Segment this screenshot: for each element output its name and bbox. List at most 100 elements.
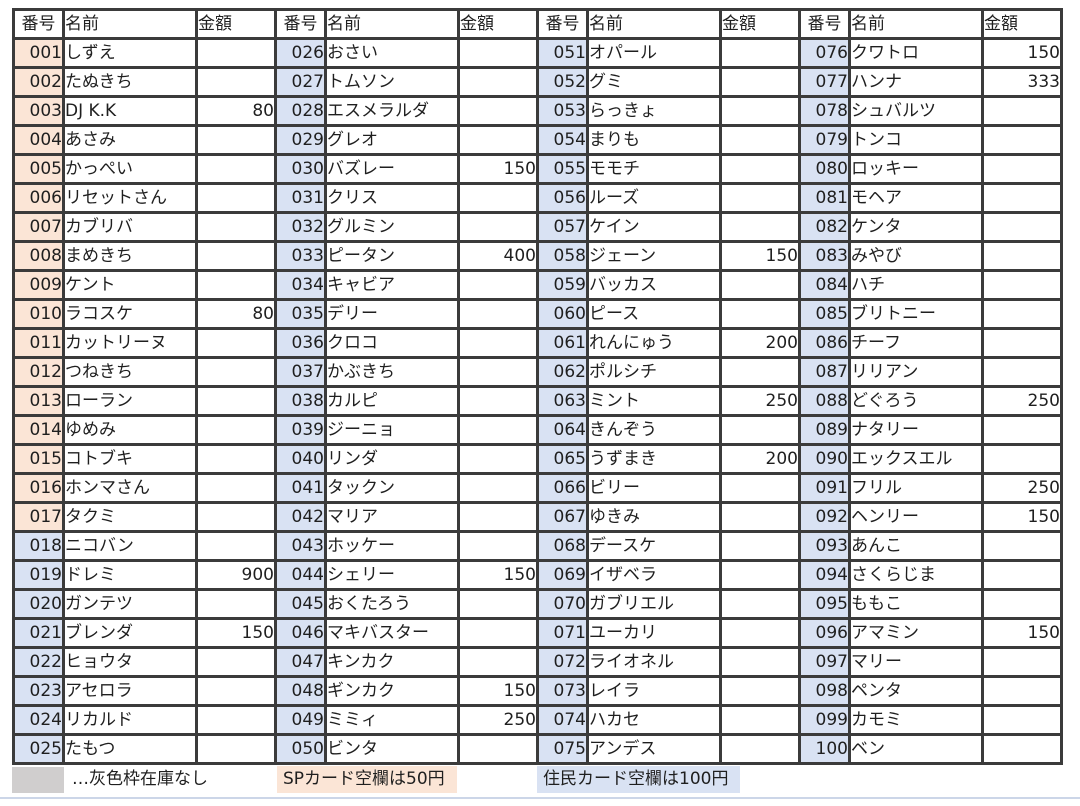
- price-cell: 150: [457, 559, 539, 591]
- name-cell: ユーカリ: [586, 617, 722, 649]
- table-row: 016 ホンマさん 041 タックン 066 ビリー 091 フリル 250: [12, 472, 1063, 504]
- name-cell: ホンマさん: [62, 472, 198, 504]
- price-cell: [457, 124, 539, 156]
- number-cell: 082: [798, 211, 851, 243]
- table-row: 013 ローラン 038 カルピ 063 ミント 250 088 どぐろう 250: [12, 385, 1063, 417]
- price-column-header: 金額: [719, 8, 801, 40]
- number-cell: 095: [798, 588, 851, 620]
- name-cell: らっきょ: [586, 95, 722, 127]
- price-column-header: 金額: [195, 8, 277, 40]
- number-cell: 016: [12, 472, 65, 504]
- price-cell: [719, 298, 801, 330]
- price-cell: [981, 530, 1063, 562]
- number-cell: 060: [536, 298, 589, 330]
- name-cell: ミミィ: [324, 704, 460, 736]
- price-cell: 150: [195, 617, 277, 649]
- name-cell: エスメラルダ: [324, 95, 460, 127]
- name-cell: ももこ: [848, 588, 984, 620]
- name-cell: アセロラ: [62, 675, 198, 707]
- price-cell: [195, 124, 277, 156]
- number-cell: 008: [12, 240, 65, 272]
- price-cell: 200: [719, 327, 801, 359]
- name-cell: ナタリー: [848, 414, 984, 446]
- price-cell: [981, 646, 1063, 678]
- number-cell: 093: [798, 530, 851, 562]
- price-cell: [981, 675, 1063, 707]
- price-cell: [195, 356, 277, 388]
- price-cell: 200: [719, 443, 801, 475]
- price-cell: [981, 211, 1063, 243]
- price-cell: [719, 95, 801, 127]
- table-row: 003 DJ K.K 80 028 エスメラルダ 053 らっきょ 078 シュバルツ: [12, 95, 1063, 127]
- price-cell: 333: [981, 66, 1063, 98]
- price-table: 番号 名前 金額 番号 名前 金額 番号 名前 金額 番号 名前 金額 001 しずえ 026 おさい 051 オ…: [12, 8, 1063, 765]
- price-cell: [719, 675, 801, 707]
- number-cell: 070: [536, 588, 589, 620]
- number-cell: 050: [274, 733, 327, 765]
- price-cell: [981, 588, 1063, 620]
- table-row: 007 カブリバ 032 グルミン 057 ケイン 082 ケンタ: [12, 211, 1063, 243]
- name-cell: トムソン: [324, 66, 460, 98]
- name-cell: カルピ: [324, 385, 460, 417]
- price-cell: [457, 327, 539, 359]
- price-cell: [457, 356, 539, 388]
- number-cell: 065: [536, 443, 589, 475]
- table-row: 024 リカルド 049 ミミィ 250 074 ハカセ 099 カモミ: [12, 704, 1063, 736]
- name-cell: ピータン: [324, 240, 460, 272]
- name-cell: トンコ: [848, 124, 984, 156]
- number-cell: 096: [798, 617, 851, 649]
- name-cell: デースケ: [586, 530, 722, 562]
- number-cell: 048: [274, 675, 327, 707]
- name-cell: リリアン: [848, 356, 984, 388]
- name-cell: ガンテツ: [62, 588, 198, 620]
- number-cell: 074: [536, 704, 589, 736]
- name-cell: シュバルツ: [848, 95, 984, 127]
- name-cell: ブリトニー: [848, 298, 984, 330]
- price-cell: [195, 530, 277, 562]
- number-cell: 058: [536, 240, 589, 272]
- price-cell: [195, 675, 277, 707]
- number-cell: 090: [798, 443, 851, 475]
- number-cell: 017: [12, 501, 65, 533]
- name-cell: アンデス: [586, 733, 722, 765]
- number-cell: 049: [274, 704, 327, 736]
- price-cell: [195, 182, 277, 214]
- name-cell: DJ K.K: [62, 95, 198, 127]
- name-cell: かぶきち: [324, 356, 460, 388]
- number-cell: 002: [12, 66, 65, 98]
- name-cell: ベン: [848, 733, 984, 765]
- price-cell: [719, 211, 801, 243]
- price-cell: 250: [981, 472, 1063, 504]
- price-cell: [981, 153, 1063, 185]
- number-cell: 100: [798, 733, 851, 765]
- name-cell: グレオ: [324, 124, 460, 156]
- number-cell: 080: [798, 153, 851, 185]
- price-cell: [719, 414, 801, 446]
- name-cell: キャビア: [324, 269, 460, 301]
- number-cell: 076: [798, 37, 851, 69]
- number-cell: 092: [798, 501, 851, 533]
- price-cell: [981, 182, 1063, 214]
- price-cell: [457, 298, 539, 330]
- name-cell: タックン: [324, 472, 460, 504]
- name-cell: ギンカク: [324, 675, 460, 707]
- number-cell: 022: [12, 646, 65, 678]
- price-cell: 150: [981, 37, 1063, 69]
- price-cell: [195, 443, 277, 475]
- name-cell: カブリバ: [62, 211, 198, 243]
- number-cell: 078: [798, 95, 851, 127]
- name-column-header: 名前: [848, 8, 984, 40]
- name-cell: おくたろう: [324, 588, 460, 620]
- number-cell: 094: [798, 559, 851, 591]
- name-cell: おさい: [324, 37, 460, 69]
- name-cell: ヒョウタ: [62, 646, 198, 678]
- number-cell: 021: [12, 617, 65, 649]
- price-cell: [195, 588, 277, 620]
- name-cell: ガブリエル: [586, 588, 722, 620]
- name-cell: ピース: [586, 298, 722, 330]
- table-row: 010 ラコスケ 80 035 デリー 060 ピース 085 ブリトニー: [12, 298, 1063, 330]
- name-cell: ロッキー: [848, 153, 984, 185]
- price-cell: [457, 385, 539, 417]
- number-cell: 084: [798, 269, 851, 301]
- name-column-header: 名前: [324, 8, 460, 40]
